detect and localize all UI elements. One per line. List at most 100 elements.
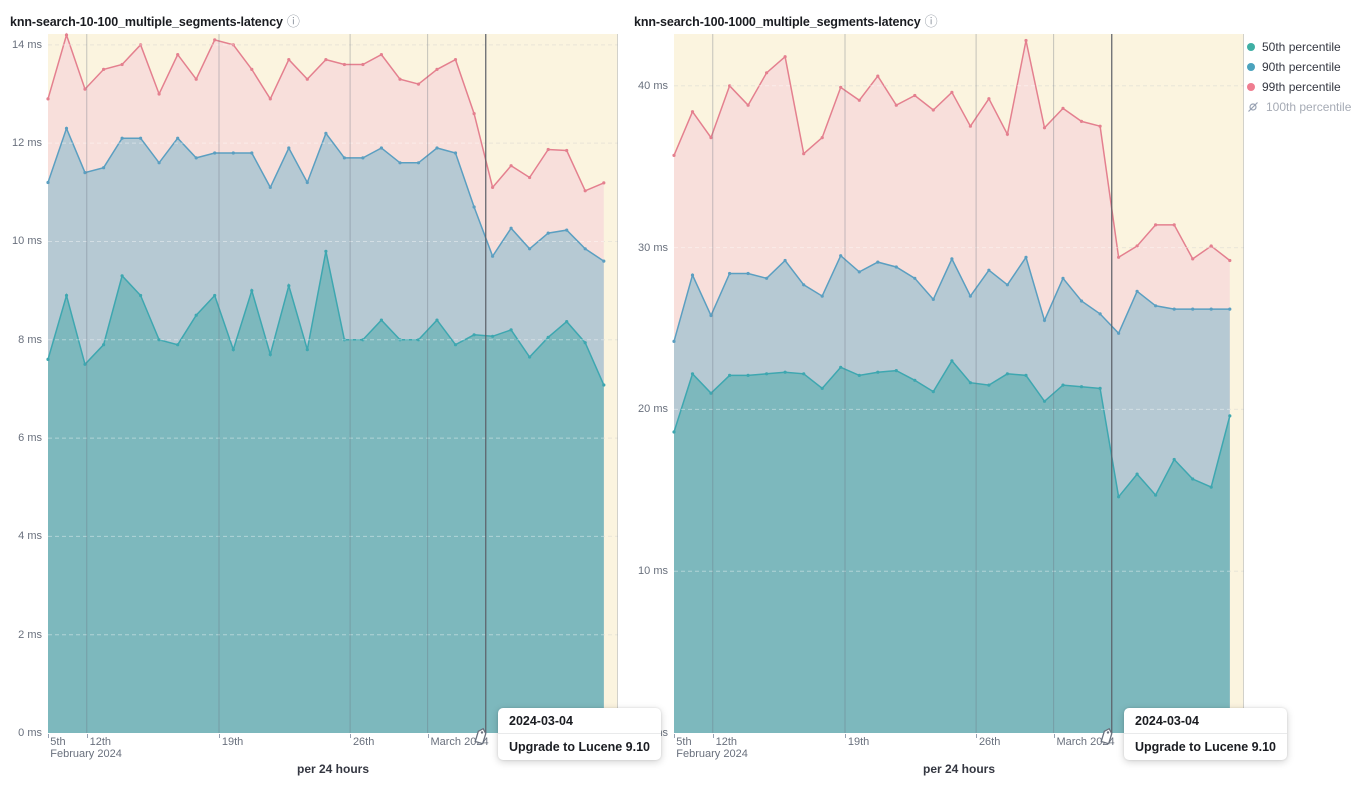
data-point-marker <box>64 293 69 298</box>
info-icon[interactable]: ⓘ <box>286 14 300 29</box>
data-point-marker <box>546 335 550 339</box>
data-point-marker <box>398 161 402 165</box>
data-point-marker <box>783 55 787 59</box>
legend-item-100th[interactable]: 100th percentile <box>1247 100 1351 114</box>
area-50th-percentile <box>48 251 604 734</box>
annotation-tag-icon[interactable] <box>1098 727 1115 746</box>
data-point-marker <box>435 67 439 71</box>
data-point-marker <box>1024 255 1028 259</box>
legend-item-label: 50th percentile <box>1262 40 1341 54</box>
data-point-marker <box>783 258 787 263</box>
x-axis-label: March 2024 <box>1056 736 1115 748</box>
data-point-marker <box>1135 289 1139 293</box>
data-point-marker <box>324 131 328 135</box>
data-point-marker <box>728 271 732 276</box>
data-point-marker <box>361 62 365 67</box>
data-point-marker <box>950 90 954 94</box>
data-point-marker <box>528 175 532 180</box>
data-point-marker <box>120 136 124 140</box>
data-point-marker <box>1005 132 1009 136</box>
x-axis-label: March 2024 <box>430 736 489 748</box>
data-point-marker <box>120 274 124 278</box>
x-axis-label: 12th <box>89 736 112 748</box>
data-point-marker <box>690 110 695 114</box>
data-point-marker <box>672 153 676 157</box>
tooltip-message: Upgrade to Lucene 9.10 <box>509 740 651 754</box>
data-point-marker <box>416 161 421 165</box>
data-point-marker <box>194 313 198 317</box>
data-point-marker <box>1098 386 1102 390</box>
data-point-marker <box>379 146 383 150</box>
data-point-marker <box>157 161 161 165</box>
data-point-marker <box>820 136 824 140</box>
y-axis-label: 40 ms <box>638 79 668 92</box>
data-point-marker <box>509 226 513 230</box>
data-point-marker <box>287 146 291 150</box>
data-point-marker <box>857 98 861 102</box>
data-point-marker <box>379 53 383 57</box>
y-axis-label: 10 ms <box>12 235 42 248</box>
data-point-marker <box>802 372 806 376</box>
data-point-marker <box>565 228 569 232</box>
data-point-marker <box>968 294 972 298</box>
data-point-marker <box>361 338 365 342</box>
data-point-marker <box>728 373 732 377</box>
data-point-marker <box>361 156 365 160</box>
legend-item-50th[interactable]: 50th percentile <box>1247 40 1351 54</box>
data-point-marker <box>305 180 309 185</box>
tag-icon <box>1100 727 1113 745</box>
x-axis-tick <box>427 734 429 738</box>
data-point-marker <box>1209 244 1213 248</box>
data-point-marker <box>398 77 402 81</box>
x-axis-tick <box>1053 734 1055 738</box>
x-axis-tick <box>86 734 88 738</box>
x-axis-tick <box>350 734 352 738</box>
chart-title-right: knn-search-100-1000_multiple_segments-la… <box>634 11 938 30</box>
x-axis-label: 12th <box>715 736 738 748</box>
data-point-marker <box>64 33 69 37</box>
data-point-marker <box>876 260 880 264</box>
data-point-marker <box>950 257 954 261</box>
legend-item-label: 99th percentile <box>1262 80 1341 94</box>
data-point-marker <box>1228 307 1232 311</box>
data-point-marker <box>46 180 50 185</box>
y-axis-label: 14 ms <box>12 38 42 51</box>
data-point-marker <box>857 373 861 377</box>
data-point-marker <box>820 386 824 390</box>
data-point-marker <box>839 254 843 258</box>
y-axis-label: 12 ms <box>12 137 42 150</box>
info-icon[interactable]: ⓘ <box>924 14 938 29</box>
data-point-marker <box>120 62 124 67</box>
data-point-marker <box>746 271 750 276</box>
data-point-marker <box>565 320 569 324</box>
data-point-marker <box>176 343 180 347</box>
data-point-marker <box>968 381 972 385</box>
legend-item-99th[interactable]: 99th percentile <box>1247 80 1351 94</box>
data-point-marker <box>1154 493 1158 497</box>
data-point-marker <box>528 247 532 251</box>
series-hidden-icon <box>1248 102 1258 112</box>
data-point-marker <box>416 82 421 86</box>
data-point-marker <box>931 390 935 394</box>
data-point-marker <box>472 112 476 116</box>
data-point-marker <box>1042 126 1047 130</box>
data-point-marker <box>1042 399 1047 403</box>
x-axis-label: 19th <box>847 736 870 748</box>
data-point-marker <box>565 148 569 153</box>
data-point-marker <box>1079 385 1084 389</box>
annotation-tooltip-left: 2024-03-04 Upgrade to Lucene 9.10 <box>498 708 662 760</box>
data-point-marker <box>894 369 898 373</box>
chart-plot-right[interactable] <box>672 34 1244 733</box>
data-point-marker <box>509 328 513 332</box>
data-point-marker <box>324 249 328 253</box>
data-point-marker <box>1191 477 1195 481</box>
data-point-marker <box>765 276 769 280</box>
data-point-marker <box>1209 307 1213 311</box>
x-axis-tick <box>712 734 714 738</box>
annotation-tag-icon[interactable] <box>472 727 489 746</box>
chart-plot-left[interactable] <box>46 32 618 734</box>
data-point-marker <box>213 38 217 42</box>
legend-item-90th[interactable]: 90th percentile <box>1247 60 1351 74</box>
data-point-marker <box>139 293 143 298</box>
